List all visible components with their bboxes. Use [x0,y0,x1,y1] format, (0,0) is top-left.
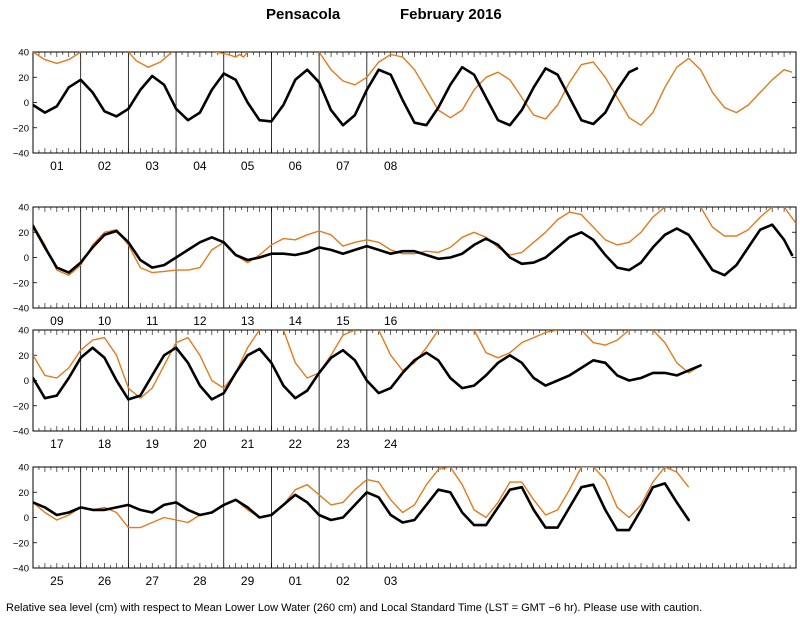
day-label: 28 [193,574,207,588]
chart-panel-2: 40 20 0 −20 −40 09 10 11 12 13 14 15 16 [13,203,797,328]
panel-frame [32,466,797,569]
day-label: 02 [336,574,350,588]
y-tick-label: −40 [13,564,29,575]
y-tick-label: 0 [24,253,29,264]
day-label: 06 [289,159,303,173]
y-tick-label: 20 [18,488,29,499]
tide-chart: 40 20 0 −20 −40 01 02 03 04 05 06 07 08 40 20 0 −20 −40 09… [13,48,797,588]
y-tick-label: 0 [24,513,29,524]
day-label: 18 [98,437,112,451]
day-label: 09 [50,314,64,328]
chart-title-month: February 2016 [400,6,502,23]
chart-panel-4: 40 20 0 −20 −40 25 26 27 28 29 01 02 03 [13,463,797,588]
day-label: 03 [384,574,398,588]
chart-panel-3: 40 20 0 −20 −40 17 18 19 20 21 22 23 24 [13,326,797,451]
day-label: 01 [50,159,64,173]
y-tick-label: 20 [18,228,29,239]
y-tick-label: −40 [13,304,29,315]
day-label: 17 [50,437,64,451]
y-tick-label: −20 [13,538,29,549]
y-tick-label: −20 [13,401,29,412]
day-label: 10 [98,314,112,328]
y-tick-label: 40 [18,326,29,337]
day-label: 16 [384,314,398,328]
y-tick-label: 40 [18,463,29,474]
observed-series-line [33,467,690,529]
day-label: 04 [193,159,207,173]
predicted-series-line [33,223,794,277]
day-label: 26 [98,574,112,588]
day-label: 07 [336,159,350,173]
day-label: 05 [241,159,255,173]
day-label: 15 [336,314,350,328]
chart-title-station: Pensacola [266,6,341,23]
y-tick-label: 20 [18,73,29,84]
y-tick-label: 0 [24,98,29,109]
y-tick-label: −40 [13,149,29,160]
day-label: 03 [146,159,160,173]
day-label: 24 [384,437,398,451]
y-tick-label: −20 [13,278,29,289]
day-label: 11 [146,314,159,328]
y-tick-label: −40 [13,427,29,438]
predicted-series-line [33,346,702,401]
predicted-series-line [33,65,639,127]
day-label: 01 [289,574,303,588]
y-tick-label: 20 [18,351,29,362]
panel-frame [32,329,797,432]
day-label: 21 [241,437,255,451]
day-label: 08 [384,159,398,173]
day-label: 02 [98,159,112,173]
panel-frame [32,206,797,309]
y-tick-label: 0 [24,376,29,387]
predicted-series-line [33,482,690,532]
y-tick-label: −20 [13,123,29,134]
day-label: 22 [289,437,303,451]
day-label: 14 [289,314,303,328]
day-label: 25 [50,574,64,588]
day-label: 20 [193,437,207,451]
day-label: 19 [146,437,160,451]
day-label: 23 [336,437,350,451]
observed-series-line [33,207,796,276]
day-label: 27 [146,574,160,588]
y-tick-label: 40 [18,203,29,214]
day-label: 12 [193,314,207,328]
chart-panel-1: 40 20 0 −20 −40 01 02 03 04 05 06 07 08 [13,48,797,173]
observed-series-line [33,52,793,126]
day-label: 13 [241,314,255,328]
chart-footnote: Relative sea level (cm) with respect to … [6,602,703,614]
day-label: 29 [241,574,255,588]
y-tick-label: 40 [18,48,29,59]
